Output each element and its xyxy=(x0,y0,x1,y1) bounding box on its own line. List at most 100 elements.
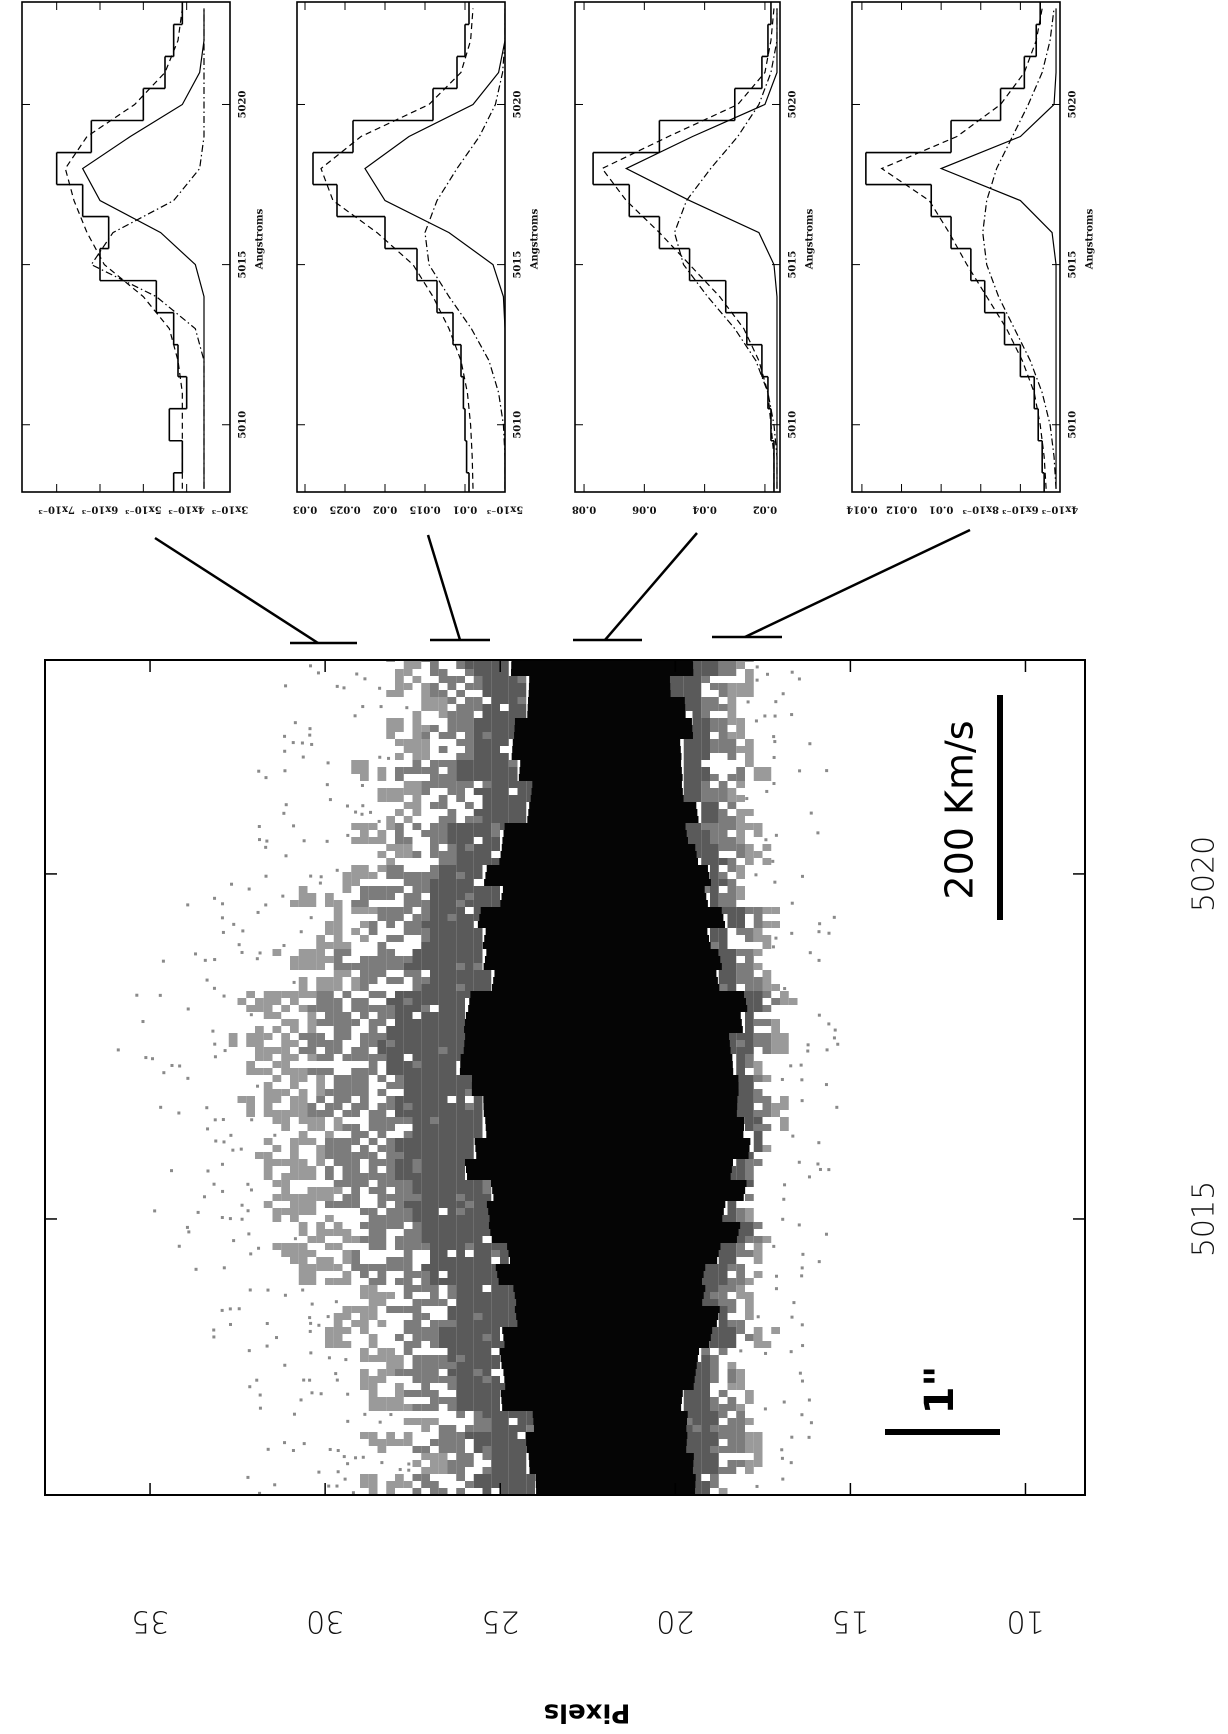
image-cell xyxy=(482,704,492,711)
image-cell xyxy=(745,1173,754,1180)
image-cell xyxy=(745,1075,754,1082)
image-cell xyxy=(368,1173,378,1180)
image-cell xyxy=(386,872,395,879)
image-core xyxy=(528,1453,694,1460)
image-core xyxy=(514,1306,720,1313)
image-speck xyxy=(792,1301,796,1305)
image-cell xyxy=(456,725,465,732)
image-cell xyxy=(762,1145,772,1152)
image-cell xyxy=(430,760,439,767)
image-cell xyxy=(325,977,334,984)
image-speck xyxy=(258,951,262,955)
image-cell xyxy=(745,1432,754,1439)
image-cell xyxy=(465,1271,474,1278)
image-core xyxy=(502,886,705,893)
image-cell xyxy=(482,739,492,746)
image-cell xyxy=(500,711,509,718)
image-cell xyxy=(701,1460,710,1467)
image-cell xyxy=(430,1236,439,1243)
image-cell xyxy=(298,1243,308,1250)
image-core xyxy=(484,956,721,963)
image-cell xyxy=(430,921,439,928)
image-cell xyxy=(465,1460,474,1467)
image-cell xyxy=(447,872,457,879)
image-cell xyxy=(360,893,369,900)
image-cell xyxy=(307,1026,317,1033)
image-cell xyxy=(438,984,448,991)
image-cell xyxy=(438,1243,448,1250)
image-cell xyxy=(403,1159,413,1166)
image-cell xyxy=(456,823,465,830)
image-core xyxy=(520,760,682,767)
image-cell xyxy=(421,1159,430,1166)
image-cell xyxy=(753,1117,763,1124)
image-cell xyxy=(438,1194,448,1201)
image-cell xyxy=(456,1404,465,1411)
image-cell xyxy=(473,1264,483,1271)
image-cell xyxy=(255,1005,264,1012)
image-cell xyxy=(421,767,430,774)
image-cell xyxy=(430,991,439,998)
image-cell xyxy=(342,949,352,956)
y-tick-label: 35 xyxy=(131,1604,169,1639)
image-cell xyxy=(745,991,754,998)
image-cell xyxy=(316,1019,325,1026)
image-cell xyxy=(430,872,439,879)
image-cell xyxy=(736,851,745,858)
image-cell xyxy=(465,718,474,725)
image-cell xyxy=(473,1215,483,1222)
image-speck xyxy=(309,1321,313,1325)
image-cell xyxy=(517,1453,527,1460)
image-cell xyxy=(430,823,439,830)
image-cell xyxy=(473,1278,483,1285)
image-cell xyxy=(718,1250,728,1257)
image-cell xyxy=(368,1383,378,1390)
image-cell xyxy=(491,690,500,697)
image-cell xyxy=(727,739,737,746)
image-cell xyxy=(368,1229,378,1236)
image-cell xyxy=(701,753,710,760)
image-speck xyxy=(247,1349,251,1353)
image-cell xyxy=(421,1383,430,1390)
image-cell xyxy=(727,746,737,753)
image-cell xyxy=(351,998,360,1005)
image-cell xyxy=(421,977,430,984)
image-cell xyxy=(430,1222,439,1229)
image-cell xyxy=(430,879,439,886)
image-cell xyxy=(272,1215,282,1222)
image-cell xyxy=(421,1390,430,1397)
image-cell xyxy=(771,921,780,928)
image-cell xyxy=(482,1180,492,1187)
image-cell xyxy=(351,928,360,935)
image-cell xyxy=(395,788,404,795)
image-cell xyxy=(333,1040,343,1047)
image-cell xyxy=(753,1061,763,1068)
image-cell xyxy=(517,1474,527,1481)
fit-curve xyxy=(601,8,775,489)
image-cell xyxy=(403,1026,413,1033)
image-cell xyxy=(456,1236,465,1243)
image-cell xyxy=(718,662,728,669)
image-cell xyxy=(701,1362,710,1369)
image-speck xyxy=(327,1356,331,1360)
image-cell xyxy=(430,865,439,872)
image-cell xyxy=(482,844,492,851)
image-cell xyxy=(272,991,282,998)
image-cell xyxy=(482,1467,492,1474)
image-cell xyxy=(491,732,500,739)
image-cell xyxy=(447,1159,457,1166)
image-cell xyxy=(438,977,448,984)
image-cell xyxy=(342,872,352,879)
image-cell xyxy=(780,1040,789,1047)
image-cell xyxy=(333,1313,343,1320)
image-core xyxy=(528,690,671,697)
image-cell xyxy=(412,676,422,683)
image-cell xyxy=(360,1306,369,1313)
image-cell xyxy=(456,1250,465,1257)
image-cell xyxy=(412,1488,422,1495)
image-cell xyxy=(360,1432,369,1439)
image-cell xyxy=(421,1418,430,1425)
image-cell xyxy=(325,1187,334,1194)
image-cell xyxy=(473,1243,483,1250)
image-cell xyxy=(701,1418,710,1425)
